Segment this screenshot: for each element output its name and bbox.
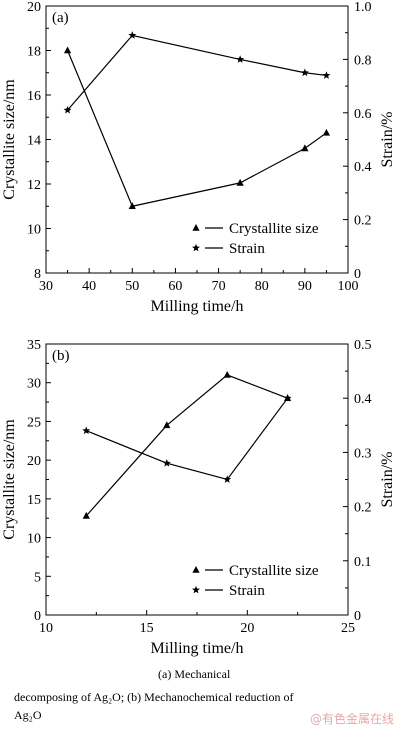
- y-tick-label: 15: [27, 493, 41, 508]
- data-point-star: [300, 68, 309, 77]
- y-tick-label: 5: [34, 570, 41, 585]
- series-strain: [82, 394, 292, 483]
- figure: 30 40 50 60 70 80 90 100810121416182000.20.40.6…: [1, 0, 396, 657]
- caption-line-3: Ag₂O: [14, 708, 42, 722]
- series-crystallite-size: [63, 46, 331, 210]
- x-tick-label: 10: [39, 621, 53, 636]
- data-point-star: [63, 105, 72, 114]
- y-tick-label: 0: [34, 609, 41, 624]
- y-tick-label: 8: [34, 267, 41, 282]
- legend-label: Strain: [229, 583, 265, 599]
- data-point-triangle: [63, 46, 72, 54]
- legend-label: Crystallite size: [229, 221, 319, 237]
- y2-tick-label: 0: [354, 609, 361, 624]
- y2-tick-label: 0.2: [354, 214, 372, 229]
- y-tick-label: 25: [27, 415, 41, 430]
- x-tick-label: 40: [82, 279, 96, 294]
- legend: Crystallite size Strain: [192, 563, 319, 599]
- data-point-star: [162, 459, 171, 467]
- y2-tick-label: 0.4: [354, 160, 372, 175]
- data-point-star: [82, 426, 91, 435]
- y-tick-label: 18: [27, 45, 41, 60]
- y-tick-label: 20: [27, 454, 41, 469]
- y-tick-label: 10: [27, 532, 41, 547]
- legend-label: Strain: [229, 241, 265, 257]
- watermark: @有色金属在线: [309, 712, 394, 726]
- data-point-triangle: [236, 178, 244, 186]
- x-tick-label: 30: [39, 279, 53, 294]
- data-point-triangle: [223, 370, 231, 378]
- x-tick-label: 15: [140, 621, 154, 636]
- y-axis-label: Crystallite size/nm: [1, 419, 18, 540]
- x-axis-label: Milling time/h: [151, 298, 244, 315]
- legend-marker-star: [192, 243, 200, 252]
- data-point-star: [283, 394, 292, 402]
- y2-tick-label: 0.3: [354, 446, 372, 461]
- y-tick-label: 20: [27, 0, 41, 15]
- x-tick-label: 70: [212, 279, 226, 294]
- y2-axis-label: Strain/%: [379, 452, 396, 508]
- legend-marker-triangle: [192, 566, 200, 573]
- data-point-triangle: [82, 511, 90, 519]
- y2-tick-label: 0: [354, 267, 361, 282]
- chart-panel-b: 10 15 20 250510152025303500.10.20.30.40.5Mi…: [1, 338, 396, 657]
- y2-tick-label: 0.4: [354, 392, 372, 407]
- legend: Crystallite size Strain: [192, 221, 319, 257]
- x-axis-label: Milling time/h: [151, 640, 244, 657]
- x-tick-label: 60: [168, 279, 182, 294]
- y2-tick-label: 1.0: [354, 0, 372, 15]
- x-tick-label: 80: [255, 279, 269, 294]
- y2-tick-label: 0.6: [354, 107, 372, 122]
- y2-tick-label: 0.5: [354, 338, 372, 353]
- caption-line-2: decomposing of Ag₂O; (b) Mechanochemical…: [14, 690, 294, 704]
- data-point-triangle: [128, 202, 136, 210]
- data-point-triangle: [163, 421, 171, 429]
- data-point-star: [223, 475, 232, 483]
- panel-label: (a): [52, 10, 69, 26]
- data-point-star: [322, 71, 331, 79]
- data-point-triangle: [301, 144, 309, 152]
- data-point-star: [236, 55, 245, 63]
- x-tick-label: 25: [341, 621, 355, 636]
- data-point-star: [128, 31, 137, 39]
- series-line: [85, 374, 288, 517]
- x-tick-label: 90: [298, 279, 312, 294]
- y-tick-label: 30: [27, 377, 41, 392]
- panel-label: (b): [52, 348, 70, 364]
- caption-line-1: (a) Mechanical: [158, 667, 231, 681]
- y2-tick-label: 0.8: [354, 53, 372, 68]
- legend-marker-star: [192, 585, 200, 594]
- y-tick-label: 35: [27, 338, 41, 353]
- y2-tick-label: 0.2: [354, 501, 372, 516]
- y2-tick-label: 0.1: [354, 555, 372, 570]
- series-strain: [63, 31, 331, 114]
- y-tick-label: 10: [27, 223, 41, 238]
- y-tick-label: 12: [27, 178, 41, 193]
- legend-marker-triangle: [192, 224, 200, 231]
- series-line: [86, 397, 289, 481]
- y-tick-label: 14: [27, 134, 41, 149]
- y-axis-label: Crystallite size/nm: [1, 79, 18, 200]
- y2-axis-label: Strain/%: [379, 112, 396, 168]
- x-tick-label: 100: [338, 279, 359, 294]
- data-point-triangle: [322, 128, 331, 136]
- series-line: [67, 50, 327, 207]
- y-tick-label: 16: [27, 89, 41, 104]
- series-line: [67, 34, 327, 111]
- x-tick-label: 20: [240, 621, 254, 636]
- chart-panel-a: 30 40 50 60 70 80 90 100 8 10 12 14 16 18 20 0 0.2 0.4 0.6…: [1, 0, 396, 315]
- legend-label: Crystallite size: [229, 563, 319, 579]
- series-crystallite-size: [82, 370, 292, 519]
- x-tick-label: 50: [125, 279, 139, 294]
